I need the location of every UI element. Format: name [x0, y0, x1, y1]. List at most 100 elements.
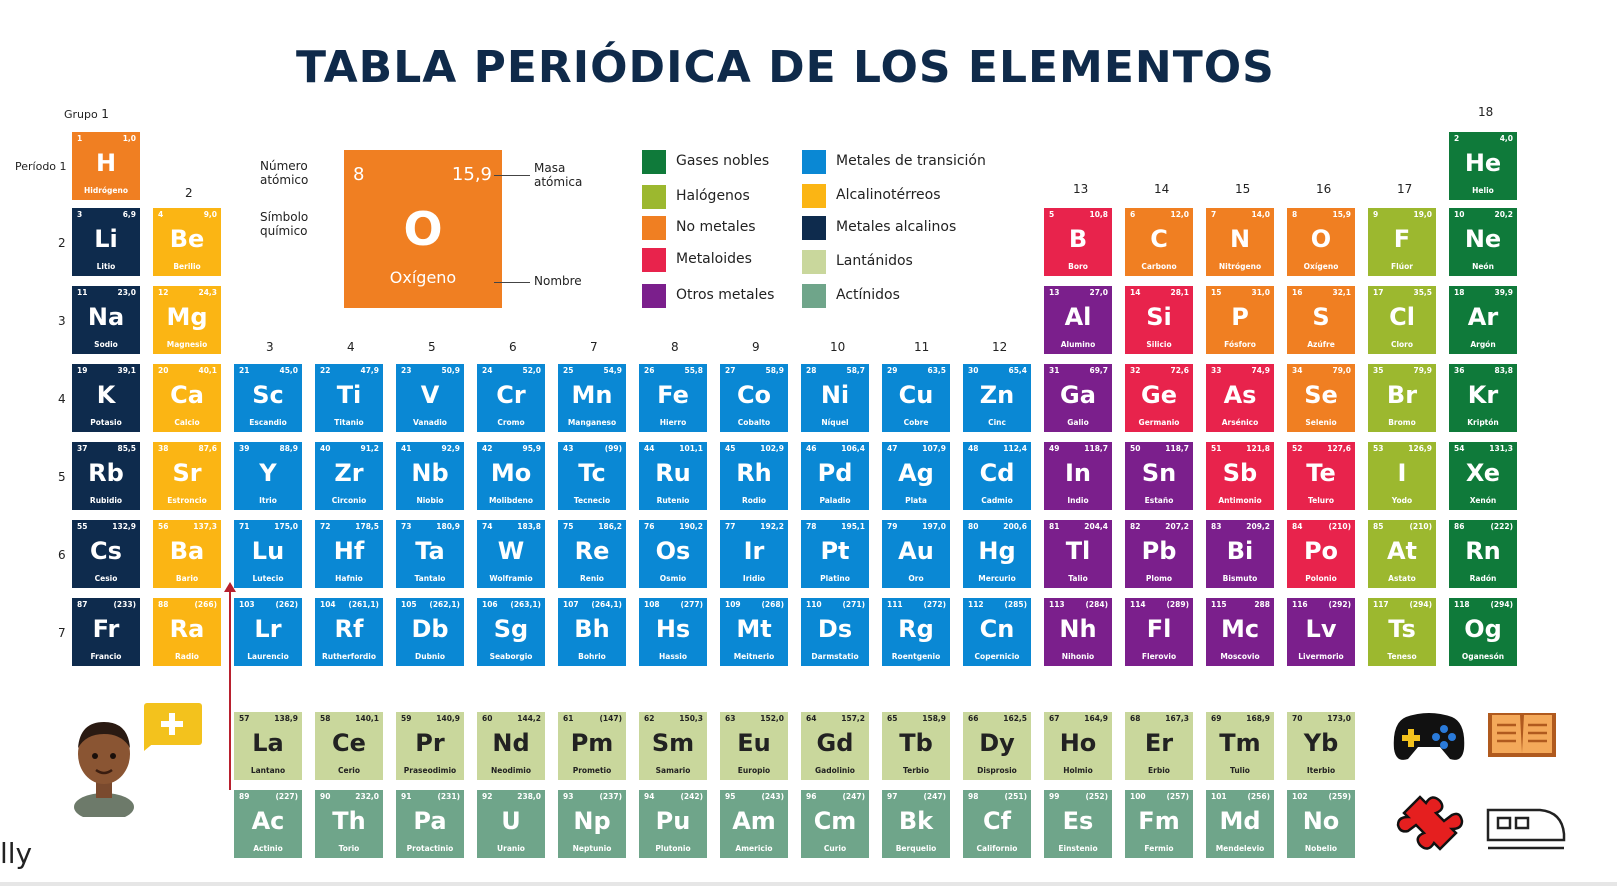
element-bk[interactable]: 97 (247) Bk Berquelio — [882, 790, 950, 858]
element-re[interactable]: 75 186,2 Re Renio — [558, 520, 626, 588]
element-te[interactable]: 52 127,6 Te Teluro — [1287, 442, 1355, 510]
element-rb[interactable]: 37 85,5 Rb Rubidio — [72, 442, 140, 510]
element-md[interactable]: 101 (256) Md Mendelevio — [1206, 790, 1274, 858]
element-gd[interactable]: 64 157,2 Gd Gadolinio — [801, 712, 869, 780]
element-as[interactable]: 33 74,9 As Arsénico — [1206, 364, 1274, 432]
element-in[interactable]: 49 118,7 In Indio — [1044, 442, 1112, 510]
element-si[interactable]: 14 28,1 Si Silicio — [1125, 286, 1193, 354]
element-nd[interactable]: 60 144,2 Nd Neodimio — [477, 712, 545, 780]
element-la[interactable]: 57 138,9 La Lantano — [234, 712, 302, 780]
element-se[interactable]: 34 79,0 Se Selenio — [1287, 364, 1355, 432]
element-pt[interactable]: 78 195,1 Pt Platino — [801, 520, 869, 588]
element-sb[interactable]: 51 121,8 Sb Antimonio — [1206, 442, 1274, 510]
element-ts[interactable]: 117 (294) Ts Teneso — [1368, 598, 1436, 666]
element-be[interactable]: 4 9,0 Be Berilio — [153, 208, 221, 276]
add-icon[interactable] — [140, 701, 204, 753]
element-rf[interactable]: 104 (261,1) Rf Rutherfordio — [315, 598, 383, 666]
element-pb[interactable]: 82 207,2 Pb Plomo — [1125, 520, 1193, 588]
element-ag[interactable]: 47 107,9 Ag Plata — [882, 442, 950, 510]
element-pm[interactable]: 61 (147) Pm Prometio — [558, 712, 626, 780]
element-ni[interactable]: 28 58,7 Ni Níquel — [801, 364, 869, 432]
element-w[interactable]: 74 183,8 W Wolframio — [477, 520, 545, 588]
element-po[interactable]: 84 (210) Po Polonio — [1287, 520, 1355, 588]
train-icon[interactable] — [1484, 800, 1568, 854]
element-cu[interactable]: 29 63,5 Cu Cobre — [882, 364, 950, 432]
element-b[interactable]: 5 10,8 B Boro — [1044, 208, 1112, 276]
element-tc[interactable]: 43 (99) Tc Tecnecio — [558, 442, 626, 510]
element-o[interactable]: 8 15,9 O Oxígeno — [1287, 208, 1355, 276]
element-co[interactable]: 27 58,9 Co Cobalto — [720, 364, 788, 432]
element-fl[interactable]: 114 (289) Fl Flerovio — [1125, 598, 1193, 666]
element-ti[interactable]: 22 47,9 Ti Titanio — [315, 364, 383, 432]
element-s[interactable]: 16 32,1 S Azúfre — [1287, 286, 1355, 354]
element-h[interactable]: 1 1,0 H Hidrógeno — [72, 132, 140, 200]
element-ar[interactable]: 18 39,9 Ar Argón — [1449, 286, 1517, 354]
element-sr[interactable]: 38 87,6 Sr Estroncio — [153, 442, 221, 510]
element-ta[interactable]: 73 180,9 Ta Tantalo — [396, 520, 464, 588]
element-rg[interactable]: 111 (272) Rg Roentgenio — [882, 598, 950, 666]
element-c[interactable]: 6 12,0 C Carbono — [1125, 208, 1193, 276]
element-kr[interactable]: 36 83,8 Kr Kriptón — [1449, 364, 1517, 432]
element-cf[interactable]: 98 (251) Cf Californio — [963, 790, 1031, 858]
element-no[interactable]: 102 (259) No Nobelio — [1287, 790, 1355, 858]
element-pd[interactable]: 46 106,4 Pd Paladio — [801, 442, 869, 510]
element-ce[interactable]: 58 140,1 Ce Cerio — [315, 712, 383, 780]
element-og[interactable]: 118 (294) Og Oganesón — [1449, 598, 1517, 666]
element-lr[interactable]: 103 (262) Lr Laurencio — [234, 598, 302, 666]
book-icon[interactable] — [1486, 707, 1558, 765]
element-pr[interactable]: 59 140,9 Pr Praseodimio — [396, 712, 464, 780]
element-er[interactable]: 68 167,3 Er Erbio — [1125, 712, 1193, 780]
element-fm[interactable]: 100 (257) Fm Fermio — [1125, 790, 1193, 858]
element-xe[interactable]: 54 131,3 Xe Xenón — [1449, 442, 1517, 510]
element-cd[interactable]: 48 112,4 Cd Cadmio — [963, 442, 1031, 510]
element-ba[interactable]: 56 137,3 Ba Bario — [153, 520, 221, 588]
element-zn[interactable]: 30 65,4 Zn Cinc — [963, 364, 1031, 432]
element-ho[interactable]: 67 164,9 Ho Holmio — [1044, 712, 1112, 780]
element-y[interactable]: 39 88,9 Y Itrio — [234, 442, 302, 510]
element-lv[interactable]: 116 (292) Lv Livermorio — [1287, 598, 1355, 666]
element-rn[interactable]: 86 (222) Rn Radón — [1449, 520, 1517, 588]
element-hg[interactable]: 80 200,6 Hg Mercurio — [963, 520, 1031, 588]
element-tb[interactable]: 65 158,9 Tb Terbio — [882, 712, 950, 780]
element-cm[interactable]: 96 (247) Cm Curio — [801, 790, 869, 858]
element-db[interactable]: 105 (262,1) Db Dubnio — [396, 598, 464, 666]
element-sn[interactable]: 50 118,7 Sn Estaño — [1125, 442, 1193, 510]
element-fr[interactable]: 87 (233) Fr Francio — [72, 598, 140, 666]
element-mg[interactable]: 12 24,3 Mg Magnesio — [153, 286, 221, 354]
element-ge[interactable]: 32 72,6 Ge Germanio — [1125, 364, 1193, 432]
element-n[interactable]: 7 14,0 N Nitrógeno — [1206, 208, 1274, 276]
element-ca[interactable]: 20 40,1 Ca Calcio — [153, 364, 221, 432]
element-al[interactable]: 13 27,0 Al Alumino — [1044, 286, 1112, 354]
element-pa[interactable]: 91 (231) Pa Protactinio — [396, 790, 464, 858]
element-tl[interactable]: 81 204,4 Tl Talio — [1044, 520, 1112, 588]
element-hs[interactable]: 108 (277) Hs Hassio — [639, 598, 707, 666]
element-na[interactable]: 11 23,0 Na Sodio — [72, 286, 140, 354]
element-k[interactable]: 19 39,1 K Potasio — [72, 364, 140, 432]
gamepad-icon[interactable] — [1392, 709, 1466, 765]
element-zr[interactable]: 40 91,2 Zr Circonio — [315, 442, 383, 510]
element-mc[interactable]: 115 288 Mc Moscovio — [1206, 598, 1274, 666]
element-cn[interactable]: 112 (285) Cn Copernicio — [963, 598, 1031, 666]
element-pu[interactable]: 94 (242) Pu Plutonio — [639, 790, 707, 858]
element-sc[interactable]: 21 45,0 Sc Escandio — [234, 364, 302, 432]
element-mn[interactable]: 25 54,9 Mn Manganeso — [558, 364, 626, 432]
element-tm[interactable]: 69 168,9 Tm Tulio — [1206, 712, 1274, 780]
element-ga[interactable]: 31 69,7 Ga Galio — [1044, 364, 1112, 432]
element-he[interactable]: 2 4,0 He Helio — [1449, 132, 1517, 200]
element-li[interactable]: 3 6,9 Li Litio — [72, 208, 140, 276]
puzzle-icon[interactable] — [1394, 787, 1466, 859]
element-ds[interactable]: 110 (271) Ds Darmstatio — [801, 598, 869, 666]
element-f[interactable]: 9 19,0 F Flúor — [1368, 208, 1436, 276]
element-nb[interactable]: 41 92,9 Nb Niobio — [396, 442, 464, 510]
element-yb[interactable]: 70 173,0 Yb Iterbio — [1287, 712, 1355, 780]
element-cs[interactable]: 55 132,9 Cs Cesio — [72, 520, 140, 588]
element-v[interactable]: 23 50,9 V Vanadio — [396, 364, 464, 432]
element-mt[interactable]: 109 (268) Mt Meitnerio — [720, 598, 788, 666]
element-bi[interactable]: 83 209,2 Bi Bismuto — [1206, 520, 1274, 588]
element-ru[interactable]: 44 101,1 Ru Rutenio — [639, 442, 707, 510]
element-i[interactable]: 53 126,9 I Yodo — [1368, 442, 1436, 510]
element-ra[interactable]: 88 (266) Ra Radio — [153, 598, 221, 666]
element-os[interactable]: 76 190,2 Os Osmio — [639, 520, 707, 588]
element-sm[interactable]: 62 150,3 Sm Samario — [639, 712, 707, 780]
element-cr[interactable]: 24 52,0 Cr Cromo — [477, 364, 545, 432]
